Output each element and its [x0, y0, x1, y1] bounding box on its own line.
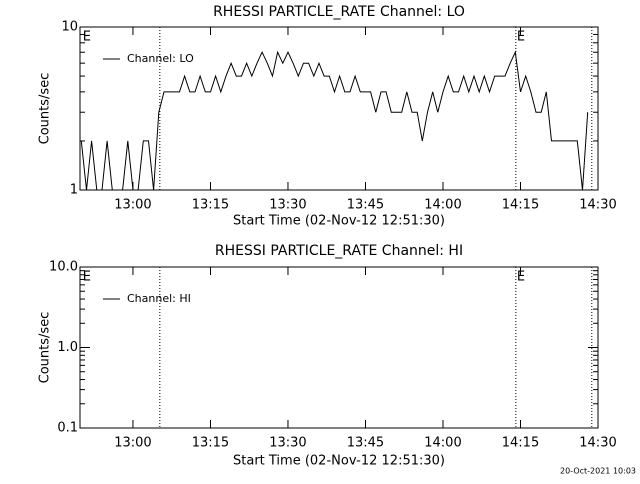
annotation: E	[517, 30, 525, 45]
y-tick-label: 1.0	[57, 340, 78, 355]
x-tick-label: 14:15	[502, 198, 539, 213]
x-tick-label: 13:15	[192, 436, 229, 451]
x-tick-label: 13:45	[347, 198, 384, 213]
x-tick-label: 13:00	[114, 436, 151, 451]
y-tick-label: 0.1	[57, 421, 78, 436]
x-tick-label: 13:45	[347, 436, 384, 451]
x-tick-label: 14:30	[579, 198, 616, 213]
chart-title: RHESSI PARTICLE_RATE Channel: HI	[215, 243, 463, 259]
x-tick-label: 14:00	[424, 436, 461, 451]
plot-frame	[79, 26, 599, 191]
x-tick-label: 14:00	[424, 198, 461, 213]
annotation: E	[83, 270, 91, 285]
annotation: E	[83, 30, 91, 45]
y-axis-label: Counts/sec	[38, 73, 53, 145]
annotation: E	[517, 270, 525, 285]
y-tick-label: 10.0	[49, 260, 78, 275]
x-tick-label: 14:15	[502, 436, 539, 451]
x-tick-label: 13:30	[269, 198, 306, 213]
y-tick-label: 1	[70, 183, 78, 198]
x-tick-label: 14:30	[579, 436, 616, 451]
data-line	[80, 50, 589, 191]
x-tick-label: 13:15	[192, 198, 229, 213]
chart-title: RHESSI PARTICLE_RATE Channel: LO	[213, 4, 465, 20]
y-axis-label: Counts/sec	[38, 312, 53, 384]
legend-label: Channel: HI	[127, 292, 191, 305]
y-tick-label: 10	[61, 20, 78, 35]
x-axis-label: Start Time (02-Nov-12 12:51:30)	[233, 214, 445, 229]
footer: 20-Oct-2021 10:03	[560, 467, 636, 476]
x-axis-label: Start Time (02-Nov-12 12:51:30)	[233, 454, 445, 469]
x-tick-label: 13:00	[114, 198, 151, 213]
legend-label: Channel: LO	[127, 52, 194, 65]
x-tick-label: 13:30	[269, 436, 306, 451]
